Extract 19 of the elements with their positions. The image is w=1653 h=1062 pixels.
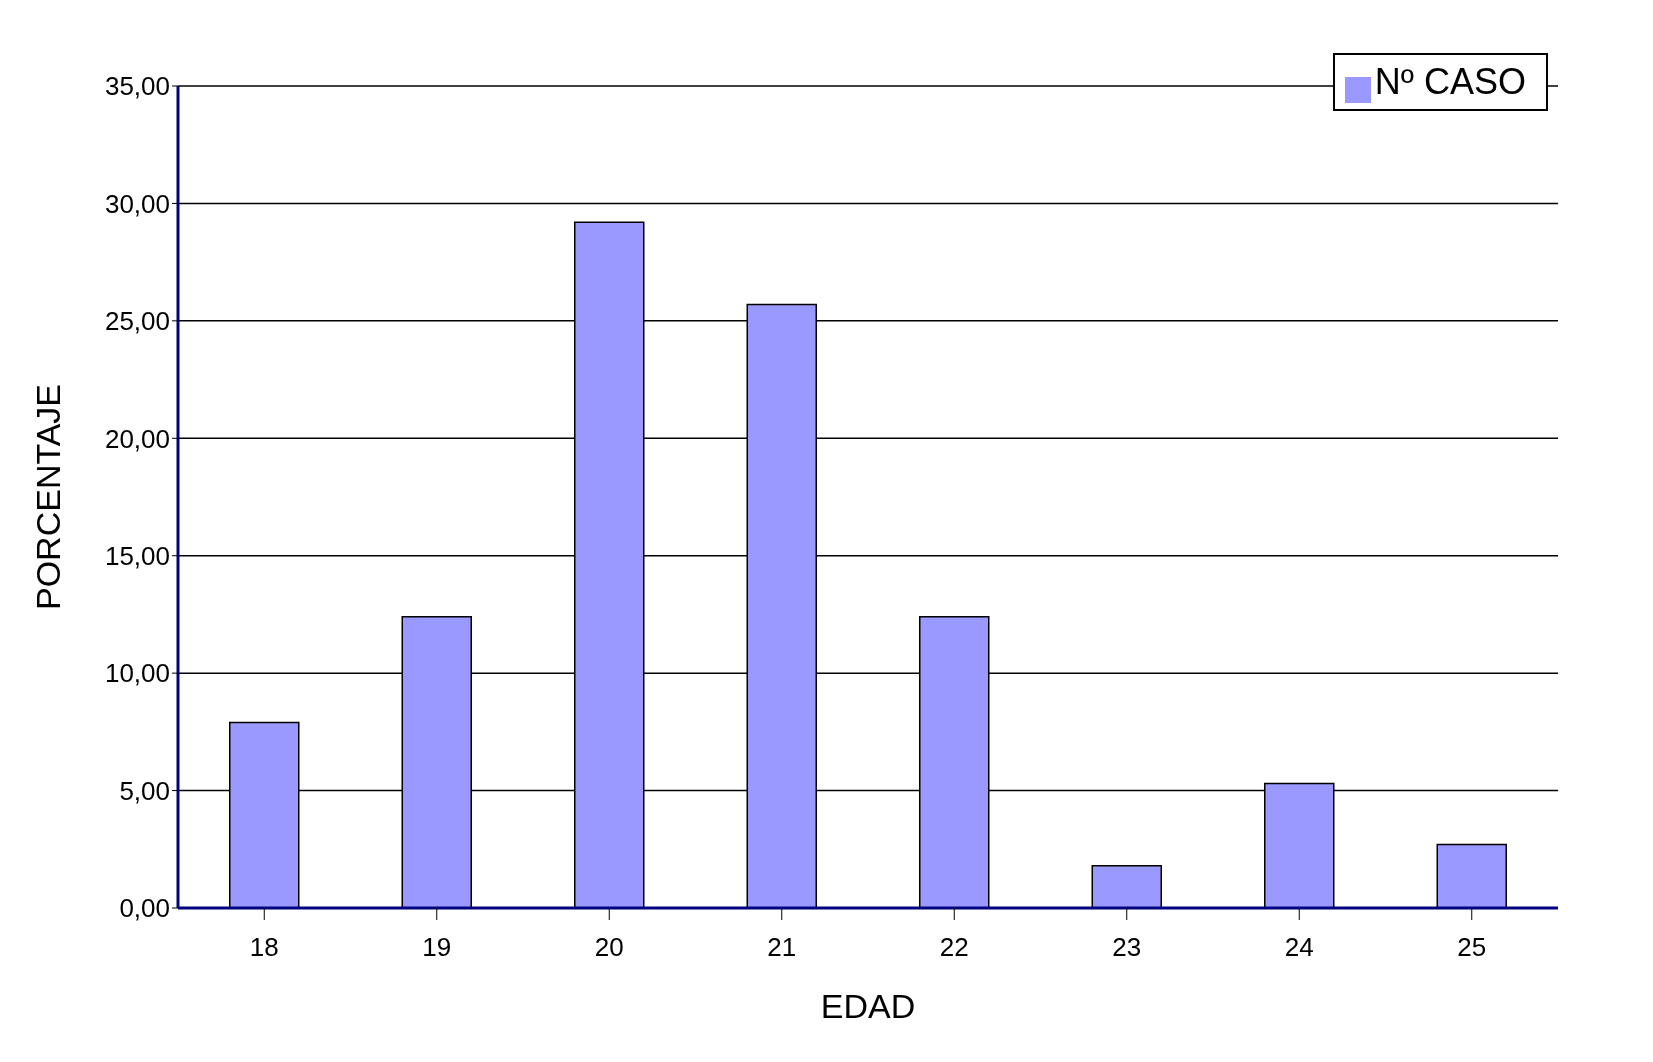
x-tick-label: 25 — [1457, 932, 1487, 963]
y-tick-label: 0,00 — [119, 893, 170, 924]
x-tick-label: 23 — [1112, 932, 1142, 963]
y-axis-title: PORCENTAJE — [29, 383, 68, 611]
x-tick-label: 20 — [594, 932, 624, 963]
y-tick-label: 35,00 — [104, 71, 170, 102]
x-tick-label: 21 — [767, 932, 797, 963]
x-tick-label: 22 — [939, 932, 969, 963]
y-tick-label: 5,00 — [119, 775, 170, 806]
y-tick-label: 10,00 — [104, 658, 170, 689]
x-axis-title: EDAD — [820, 987, 916, 1025]
x-tick-label: 18 — [249, 932, 279, 963]
x-tick-label: 24 — [1284, 932, 1314, 963]
y-tick-label: 20,00 — [104, 423, 170, 454]
y-tick-label: 30,00 — [104, 188, 170, 219]
y-tick-label: 15,00 — [104, 540, 170, 571]
legend-label: Nº CASO — [1374, 61, 1526, 102]
x-tick-label: 19 — [422, 932, 452, 963]
y-tick-label: 25,00 — [104, 306, 170, 337]
